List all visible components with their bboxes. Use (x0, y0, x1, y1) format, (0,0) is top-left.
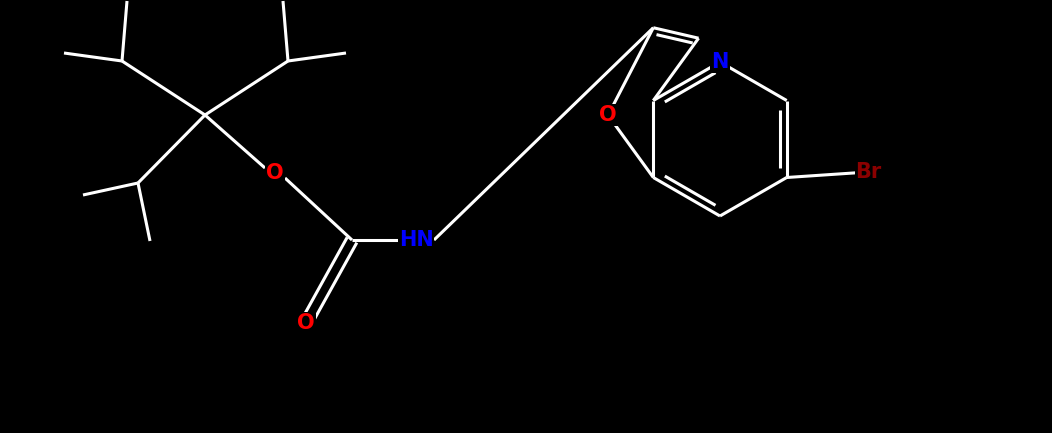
Text: HN: HN (399, 230, 433, 250)
Text: O: O (297, 313, 315, 333)
Text: O: O (600, 105, 616, 125)
Text: O: O (266, 163, 284, 183)
Text: Br: Br (855, 162, 882, 182)
Text: N: N (711, 52, 729, 72)
